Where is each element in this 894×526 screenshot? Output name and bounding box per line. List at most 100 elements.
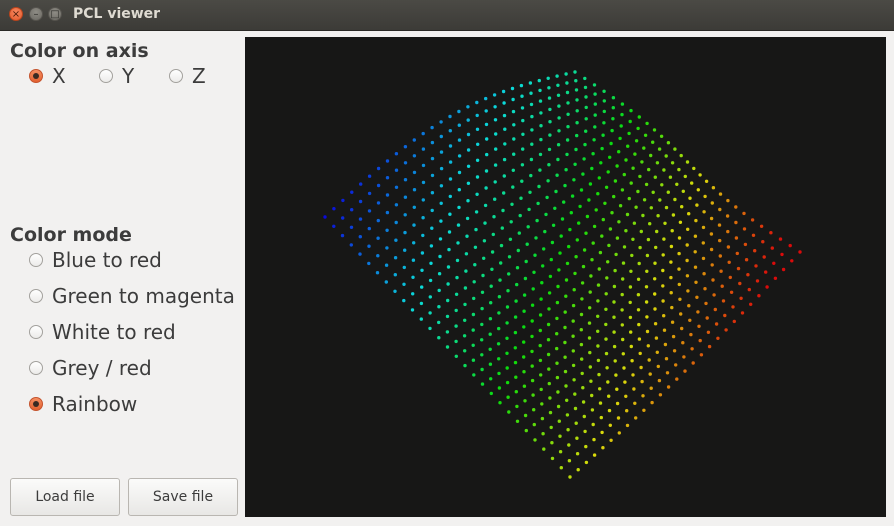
cloud-point (574, 147, 578, 152)
cloud-point (575, 133, 579, 138)
cloud-point (606, 260, 610, 264)
cloud-point (376, 166, 381, 171)
cloud-point (493, 180, 497, 184)
cloud-point (646, 237, 651, 242)
cloud-point (630, 253, 634, 258)
cloud-point (556, 143, 561, 147)
cloud-point (496, 342, 501, 346)
mode-option-white-to-red[interactable]: White to red (29, 320, 176, 344)
cloud-point (580, 281, 585, 285)
cloud-point (622, 172, 626, 177)
point-cloud-canvas[interactable] (245, 37, 886, 517)
cloud-point (709, 232, 714, 236)
mode-option-label: White to red (52, 320, 176, 344)
cloud-point (488, 347, 492, 351)
cloud-point (634, 205, 638, 209)
cloud-point (662, 168, 666, 172)
cloud-point (620, 102, 625, 106)
cloud-point (611, 96, 616, 100)
cloud-point (653, 292, 657, 296)
cloud-point (604, 185, 609, 189)
cloud-point (530, 364, 534, 368)
cloud-point (520, 163, 525, 167)
cloud-point (547, 381, 551, 386)
axis-option-z[interactable]: Z (169, 64, 206, 88)
radio-y[interactable] (99, 69, 113, 83)
cloud-point (601, 217, 605, 222)
point-cloud-viewer[interactable] (245, 37, 886, 517)
cloud-point (670, 161, 675, 165)
cloud-point (448, 194, 452, 199)
cloud-point (604, 337, 608, 341)
cloud-point (613, 359, 617, 363)
cloud-point (655, 350, 659, 354)
minimize-window-button[interactable]: – (29, 7, 43, 21)
mode-option-rainbow[interactable]: Rainbow (29, 392, 137, 416)
cloud-point (591, 241, 595, 245)
cloud-point (608, 155, 612, 159)
cloud-point (636, 293, 641, 297)
cloud-point (558, 434, 562, 438)
cloud-point (781, 267, 786, 272)
cloud-point (641, 394, 645, 398)
cloud-point (739, 296, 743, 300)
cloud-point (420, 251, 425, 255)
cloud-point (593, 113, 597, 117)
cloud-point (625, 212, 630, 217)
load-file-button[interactable]: Load file (10, 478, 120, 516)
save-file-button[interactable]: Save file (128, 478, 238, 516)
cloud-point (538, 99, 543, 103)
radio-white-to-red[interactable] (29, 325, 43, 339)
cloud-point (637, 337, 642, 341)
cloud-point (462, 334, 467, 338)
close-window-button[interactable]: × (9, 7, 23, 21)
radio-grey-red[interactable] (29, 361, 43, 375)
cloud-point (568, 475, 572, 479)
cloud-point (445, 345, 450, 349)
cloud-point (728, 275, 732, 280)
cloud-point (599, 415, 603, 420)
cloud-point (420, 268, 424, 272)
cloud-point (489, 377, 493, 381)
cloud-point (430, 173, 435, 178)
mode-option-grey-red[interactable]: Grey / red (29, 356, 152, 380)
cloud-point (446, 265, 451, 269)
cloud-point (523, 276, 528, 281)
cloud-point (480, 353, 484, 357)
cloud-point (457, 205, 461, 210)
title-bar: × – □ PCL viewer (0, 0, 894, 31)
cloud-point (631, 237, 635, 241)
cloud-point (592, 138, 596, 142)
cloud-point (553, 206, 557, 210)
cloud-point (711, 278, 715, 282)
cloud-point (529, 91, 533, 95)
radio-blue-to-red[interactable] (29, 253, 43, 267)
cloud-point (682, 355, 686, 359)
cloud-point (621, 277, 625, 281)
cloud-point (349, 225, 354, 229)
radio-rainbow[interactable] (29, 397, 43, 411)
cloud-point (624, 394, 628, 398)
cloud-point (623, 380, 627, 384)
cloud-point (596, 299, 600, 303)
cloud-point (651, 140, 655, 144)
cloud-point (457, 109, 461, 114)
axis-option-y[interactable]: Y (99, 64, 134, 88)
cloud-point (350, 190, 354, 194)
axis-option-x[interactable]: X (29, 64, 66, 88)
cloud-point (522, 309, 526, 313)
cloud-point (577, 221, 581, 225)
mode-option-green-to-magenta[interactable]: Green to magenta (29, 284, 235, 308)
cloud-point (448, 177, 453, 181)
cloud-point (654, 245, 658, 250)
cloud-point (678, 220, 683, 224)
radio-x[interactable] (29, 69, 43, 83)
maximize-window-button[interactable]: □ (48, 7, 62, 21)
cloud-point (692, 166, 696, 171)
cloud-point (516, 248, 520, 253)
cloud-point (530, 378, 535, 383)
radio-green-to-magenta[interactable] (29, 289, 43, 303)
radio-z[interactable] (169, 69, 183, 83)
cloud-point (673, 147, 677, 151)
mode-option-blue-to-red[interactable]: Blue to red (29, 248, 162, 272)
